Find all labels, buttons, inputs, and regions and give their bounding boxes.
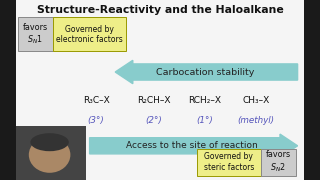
Text: (methyl): (methyl) — [237, 116, 275, 125]
FancyBboxPatch shape — [261, 148, 296, 176]
Text: favors
$S_N$2: favors $S_N$2 — [266, 150, 291, 174]
Bar — [304, 0, 320, 180]
Text: Access to the site of reaction: Access to the site of reaction — [126, 141, 258, 150]
Text: RCH₂–X: RCH₂–X — [188, 96, 221, 105]
Text: (3°): (3°) — [88, 116, 104, 125]
Ellipse shape — [30, 133, 69, 151]
Text: R₂CH–X: R₂CH–X — [137, 96, 170, 105]
Text: CH₃–X: CH₃–X — [242, 96, 270, 105]
Text: (2°): (2°) — [145, 116, 162, 125]
Text: Structure-Reactivity and the Haloalkane: Structure-Reactivity and the Haloalkane — [36, 5, 284, 15]
FancyBboxPatch shape — [197, 148, 261, 176]
Text: Carbocation stability: Carbocation stability — [156, 68, 254, 76]
Text: R₃C–X: R₃C–X — [83, 96, 109, 105]
Ellipse shape — [29, 137, 70, 173]
Text: Governed by
electronic factors: Governed by electronic factors — [56, 24, 123, 44]
FancyBboxPatch shape — [53, 17, 126, 51]
Text: favors
$S_N$1: favors $S_N$1 — [23, 22, 48, 46]
Text: (1°): (1°) — [196, 116, 213, 125]
FancyArrow shape — [90, 134, 298, 158]
Bar — [16, 126, 86, 180]
FancyArrow shape — [115, 60, 298, 84]
Text: Governed by
steric factors: Governed by steric factors — [204, 152, 254, 172]
FancyBboxPatch shape — [18, 17, 53, 51]
Bar — [0, 0, 16, 180]
